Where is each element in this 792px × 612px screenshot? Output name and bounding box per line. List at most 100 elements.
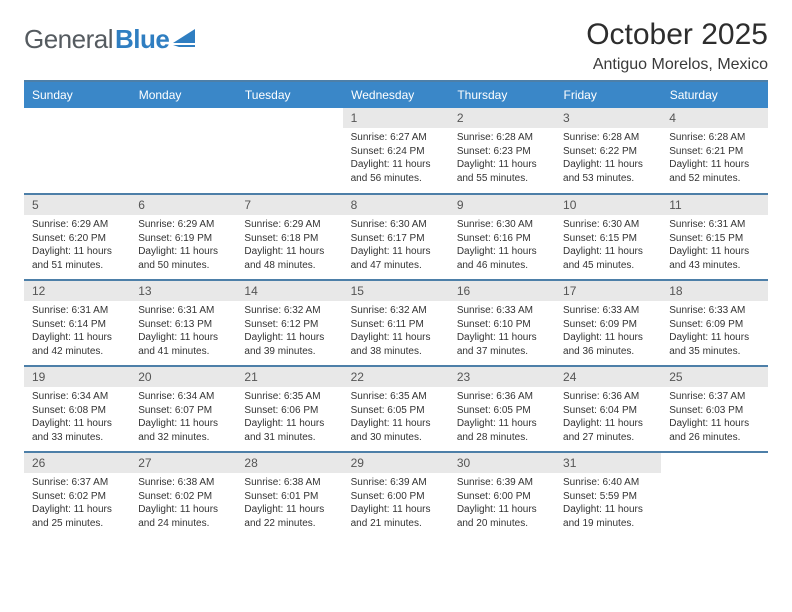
day-cell: 30Sunrise: 6:39 AMSunset: 6:00 PMDayligh… <box>449 452 555 538</box>
day-number: 11 <box>661 195 767 215</box>
day-info: Sunrise: 6:30 AMSunset: 6:17 PMDaylight:… <box>343 215 449 276</box>
day-cell: 17Sunrise: 6:33 AMSunset: 6:09 PMDayligh… <box>555 280 661 366</box>
day-info: Sunrise: 6:29 AMSunset: 6:19 PMDaylight:… <box>130 215 236 276</box>
day-header-monday: Monday <box>130 81 236 108</box>
day-number: 3 <box>555 108 661 128</box>
day-info: Sunrise: 6:27 AMSunset: 6:24 PMDaylight:… <box>343 128 449 189</box>
day-info: Sunrise: 6:29 AMSunset: 6:20 PMDaylight:… <box>24 215 130 276</box>
day-number: 18 <box>661 281 767 301</box>
day-cell: 19Sunrise: 6:34 AMSunset: 6:08 PMDayligh… <box>24 366 130 452</box>
calendar-header-row: SundayMondayTuesdayWednesdayThursdayFrid… <box>24 81 768 108</box>
day-header-sunday: Sunday <box>24 81 130 108</box>
day-cell: 22Sunrise: 6:35 AMSunset: 6:05 PMDayligh… <box>343 366 449 452</box>
day-number: 2 <box>449 108 555 128</box>
week-row: 26Sunrise: 6:37 AMSunset: 6:02 PMDayligh… <box>24 452 768 538</box>
day-cell: 23Sunrise: 6:36 AMSunset: 6:05 PMDayligh… <box>449 366 555 452</box>
day-info: Sunrise: 6:38 AMSunset: 6:01 PMDaylight:… <box>236 473 342 534</box>
day-cell <box>661 452 767 538</box>
day-number: 13 <box>130 281 236 301</box>
day-info: Sunrise: 6:33 AMSunset: 6:09 PMDaylight:… <box>661 301 767 362</box>
header: GeneralBlue October 2025 Antiguo Morelos… <box>24 18 768 74</box>
day-info: Sunrise: 6:36 AMSunset: 6:04 PMDaylight:… <box>555 387 661 448</box>
day-header-tuesday: Tuesday <box>236 81 342 108</box>
day-info: Sunrise: 6:35 AMSunset: 6:05 PMDaylight:… <box>343 387 449 448</box>
day-info: Sunrise: 6:37 AMSunset: 6:02 PMDaylight:… <box>24 473 130 534</box>
day-cell: 12Sunrise: 6:31 AMSunset: 6:14 PMDayligh… <box>24 280 130 366</box>
day-cell: 20Sunrise: 6:34 AMSunset: 6:07 PMDayligh… <box>130 366 236 452</box>
day-info: Sunrise: 6:28 AMSunset: 6:22 PMDaylight:… <box>555 128 661 189</box>
day-number: 8 <box>343 195 449 215</box>
day-cell: 2Sunrise: 6:28 AMSunset: 6:23 PMDaylight… <box>449 108 555 194</box>
day-cell: 5Sunrise: 6:29 AMSunset: 6:20 PMDaylight… <box>24 194 130 280</box>
calendar-table: SundayMondayTuesdayWednesdayThursdayFrid… <box>24 80 768 538</box>
day-cell <box>236 108 342 194</box>
day-cell: 29Sunrise: 6:39 AMSunset: 6:00 PMDayligh… <box>343 452 449 538</box>
day-number: 12 <box>24 281 130 301</box>
day-number: 28 <box>236 453 342 473</box>
day-header-wednesday: Wednesday <box>343 81 449 108</box>
day-cell: 14Sunrise: 6:32 AMSunset: 6:12 PMDayligh… <box>236 280 342 366</box>
day-info: Sunrise: 6:31 AMSunset: 6:14 PMDaylight:… <box>24 301 130 362</box>
month-title: October 2025 <box>586 18 768 52</box>
day-cell: 18Sunrise: 6:33 AMSunset: 6:09 PMDayligh… <box>661 280 767 366</box>
day-info: Sunrise: 6:31 AMSunset: 6:13 PMDaylight:… <box>130 301 236 362</box>
day-number: 9 <box>449 195 555 215</box>
day-cell: 31Sunrise: 6:40 AMSunset: 5:59 PMDayligh… <box>555 452 661 538</box>
day-cell: 3Sunrise: 6:28 AMSunset: 6:22 PMDaylight… <box>555 108 661 194</box>
day-number: 4 <box>661 108 767 128</box>
day-number: 20 <box>130 367 236 387</box>
logo-triangle-icon <box>173 27 197 52</box>
day-cell: 27Sunrise: 6:38 AMSunset: 6:02 PMDayligh… <box>130 452 236 538</box>
day-info: Sunrise: 6:34 AMSunset: 6:07 PMDaylight:… <box>130 387 236 448</box>
day-cell: 24Sunrise: 6:36 AMSunset: 6:04 PMDayligh… <box>555 366 661 452</box>
day-info: Sunrise: 6:29 AMSunset: 6:18 PMDaylight:… <box>236 215 342 276</box>
day-info: Sunrise: 6:36 AMSunset: 6:05 PMDaylight:… <box>449 387 555 448</box>
day-cell: 16Sunrise: 6:33 AMSunset: 6:10 PMDayligh… <box>449 280 555 366</box>
day-number: 27 <box>130 453 236 473</box>
day-info: Sunrise: 6:28 AMSunset: 6:23 PMDaylight:… <box>449 128 555 189</box>
day-number: 5 <box>24 195 130 215</box>
day-info: Sunrise: 6:31 AMSunset: 6:15 PMDaylight:… <box>661 215 767 276</box>
day-number: 6 <box>130 195 236 215</box>
day-info: Sunrise: 6:37 AMSunset: 6:03 PMDaylight:… <box>661 387 767 448</box>
day-cell: 13Sunrise: 6:31 AMSunset: 6:13 PMDayligh… <box>130 280 236 366</box>
day-info: Sunrise: 6:39 AMSunset: 6:00 PMDaylight:… <box>343 473 449 534</box>
day-cell: 7Sunrise: 6:29 AMSunset: 6:18 PMDaylight… <box>236 194 342 280</box>
day-cell: 8Sunrise: 6:30 AMSunset: 6:17 PMDaylight… <box>343 194 449 280</box>
day-cell: 15Sunrise: 6:32 AMSunset: 6:11 PMDayligh… <box>343 280 449 366</box>
day-info: Sunrise: 6:28 AMSunset: 6:21 PMDaylight:… <box>661 128 767 189</box>
day-cell: 25Sunrise: 6:37 AMSunset: 6:03 PMDayligh… <box>661 366 767 452</box>
title-block: October 2025 Antiguo Morelos, Mexico <box>586 18 768 74</box>
day-info: Sunrise: 6:38 AMSunset: 6:02 PMDaylight:… <box>130 473 236 534</box>
week-row: 1Sunrise: 6:27 AMSunset: 6:24 PMDaylight… <box>24 108 768 194</box>
day-cell <box>24 108 130 194</box>
day-number: 25 <box>661 367 767 387</box>
day-info: Sunrise: 6:39 AMSunset: 6:00 PMDaylight:… <box>449 473 555 534</box>
day-header-saturday: Saturday <box>661 81 767 108</box>
logo-text-general: General <box>24 24 113 55</box>
day-info: Sunrise: 6:34 AMSunset: 6:08 PMDaylight:… <box>24 387 130 448</box>
day-cell: 11Sunrise: 6:31 AMSunset: 6:15 PMDayligh… <box>661 194 767 280</box>
week-row: 12Sunrise: 6:31 AMSunset: 6:14 PMDayligh… <box>24 280 768 366</box>
day-number: 15 <box>343 281 449 301</box>
day-number: 14 <box>236 281 342 301</box>
day-number: 1 <box>343 108 449 128</box>
day-number: 10 <box>555 195 661 215</box>
day-cell: 10Sunrise: 6:30 AMSunset: 6:15 PMDayligh… <box>555 194 661 280</box>
calendar-body: 1Sunrise: 6:27 AMSunset: 6:24 PMDaylight… <box>24 108 768 538</box>
day-number: 16 <box>449 281 555 301</box>
day-info: Sunrise: 6:32 AMSunset: 6:11 PMDaylight:… <box>343 301 449 362</box>
day-header-thursday: Thursday <box>449 81 555 108</box>
day-cell <box>130 108 236 194</box>
day-number: 29 <box>343 453 449 473</box>
day-cell: 6Sunrise: 6:29 AMSunset: 6:19 PMDaylight… <box>130 194 236 280</box>
day-number: 19 <box>24 367 130 387</box>
day-info: Sunrise: 6:40 AMSunset: 5:59 PMDaylight:… <box>555 473 661 534</box>
day-info: Sunrise: 6:35 AMSunset: 6:06 PMDaylight:… <box>236 387 342 448</box>
day-info: Sunrise: 6:30 AMSunset: 6:15 PMDaylight:… <box>555 215 661 276</box>
week-row: 19Sunrise: 6:34 AMSunset: 6:08 PMDayligh… <box>24 366 768 452</box>
day-cell: 9Sunrise: 6:30 AMSunset: 6:16 PMDaylight… <box>449 194 555 280</box>
day-info: Sunrise: 6:33 AMSunset: 6:10 PMDaylight:… <box>449 301 555 362</box>
day-header-friday: Friday <box>555 81 661 108</box>
logo: GeneralBlue <box>24 24 197 55</box>
